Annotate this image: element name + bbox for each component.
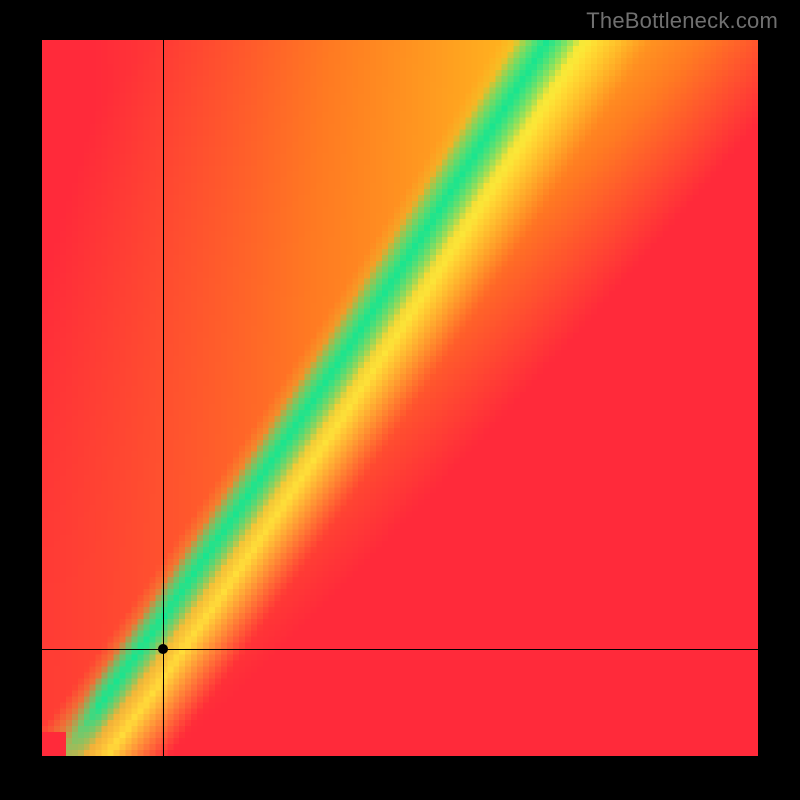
watermark-text: TheBottleneck.com <box>586 8 778 34</box>
crosshair-horizontal <box>42 649 758 650</box>
heatmap-plot-area <box>42 40 758 756</box>
crosshair-marker <box>158 644 168 654</box>
